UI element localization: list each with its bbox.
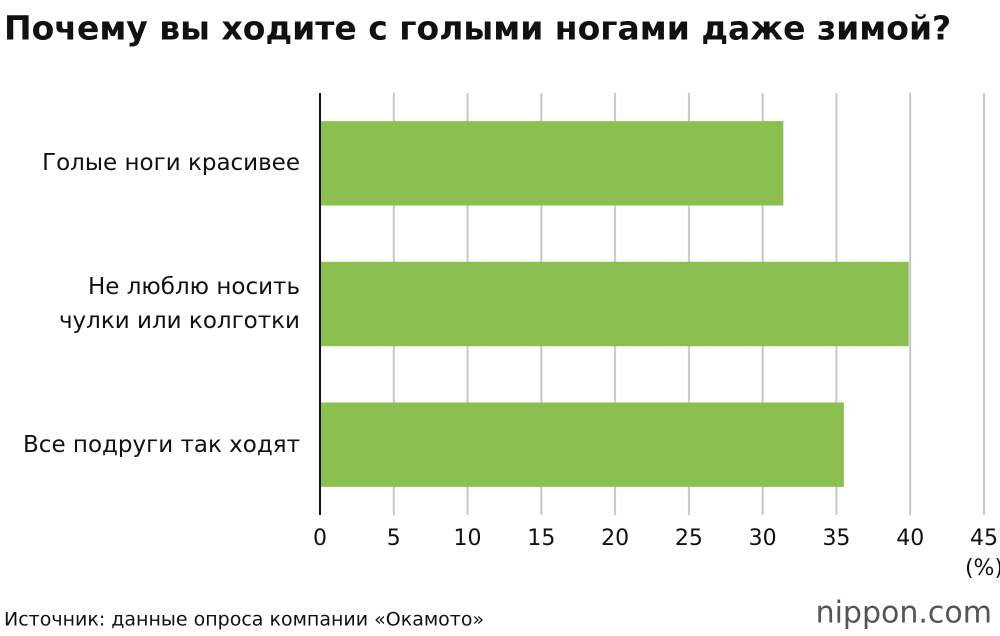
x-tick-label: 0 — [313, 526, 327, 551]
x-tick-label: 35 — [822, 526, 850, 551]
x-tick-label: 15 — [527, 526, 555, 551]
chart-title: Почему вы ходите с голыми ногами даже зи… — [4, 9, 951, 48]
logo: nippon.com — [816, 596, 992, 631]
x-unit: (%) — [965, 556, 1000, 581]
x-tick-label: 45 — [970, 526, 998, 551]
x-tick-label: 5 — [387, 526, 401, 551]
bar — [320, 261, 909, 347]
x-tick-label: 20 — [601, 526, 629, 551]
x-tick-label: 40 — [896, 526, 924, 551]
category-label: Голые ноги красивее — [42, 150, 300, 177]
category-label: Не люблю носить чулки или колготки — [58, 274, 300, 334]
x-tick-label: 30 — [749, 526, 777, 551]
bar — [320, 402, 844, 487]
x-tick-label: 25 — [675, 526, 703, 551]
x-tick-label: 10 — [454, 526, 482, 551]
category-label: Все подруги так ходят — [23, 431, 300, 458]
bar — [320, 121, 784, 206]
source: Источник: данные опроса компании «Окамот… — [4, 609, 484, 631]
